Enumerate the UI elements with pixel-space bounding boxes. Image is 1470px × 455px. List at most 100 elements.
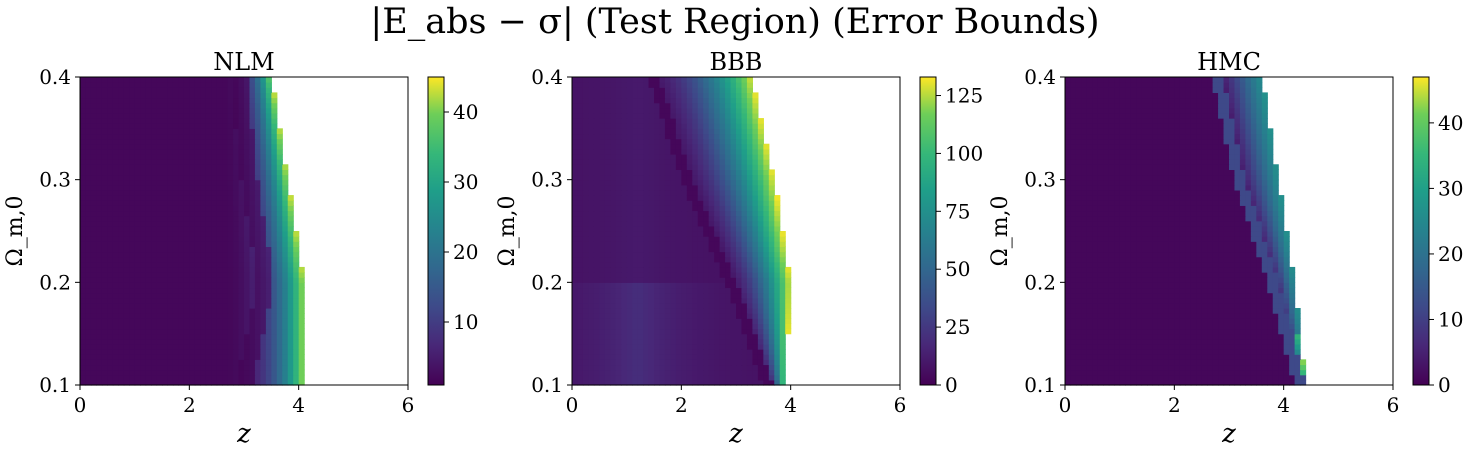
heatmap-cell: [725, 231, 732, 237]
heatmap-cell: [632, 195, 639, 201]
heatmap-cell: [736, 128, 743, 135]
heatmap-cell: [703, 133, 710, 140]
heatmap-cell: [183, 277, 190, 283]
heatmap-cell: [222, 220, 229, 227]
heatmap-cell: [140, 200, 147, 206]
heatmap-cell: [200, 123, 207, 129]
heatmap-cell: [697, 282, 704, 289]
heatmap-cell: [140, 164, 147, 170]
heatmap-cell: [752, 236, 759, 242]
heatmap-cell: [1136, 369, 1143, 376]
heatmap-cell: [582, 272, 589, 278]
heatmap-cell: [697, 87, 704, 93]
heatmap-cell: [101, 261, 108, 268]
heatmap-cell: [610, 338, 617, 345]
heatmap-cell: [599, 215, 606, 222]
heatmap-cell: [648, 338, 655, 345]
heatmap-cell: [249, 159, 256, 165]
heatmap-cell: [287, 266, 294, 273]
heatmap-cell: [1163, 364, 1170, 371]
heatmap-cell: [1207, 359, 1214, 366]
heatmap-cell: [746, 231, 753, 237]
heatmap-cell: [1081, 354, 1088, 360]
heatmap-cell: [287, 338, 294, 345]
heatmap-cell: [101, 112, 108, 119]
heatmap-cell: [626, 215, 633, 222]
heatmap-cell: [708, 97, 715, 104]
heatmap-cell: [632, 308, 639, 314]
heatmap-cell: [205, 292, 212, 299]
heatmap-cell: [659, 287, 666, 294]
heatmap-cell: [293, 246, 300, 253]
heatmap-cell: [692, 164, 699, 170]
heatmap-cell: [708, 102, 715, 109]
heatmap-cell: [730, 195, 737, 201]
heatmap-cell: [216, 148, 223, 155]
heatmap-cell: [719, 369, 726, 376]
heatmap-cell: [637, 102, 644, 109]
heatmap-cell: [238, 323, 245, 330]
heatmap-cell: [599, 210, 606, 217]
heatmap-cell: [610, 225, 617, 232]
heatmap-cell: [719, 261, 726, 268]
heatmap-cell: [741, 302, 748, 309]
heatmap-cell: [697, 220, 704, 227]
heatmap-cell: [238, 246, 245, 253]
heatmap-cell: [265, 159, 272, 165]
heatmap-cell: [697, 215, 704, 222]
heatmap-cell: [577, 354, 584, 360]
heatmap-cell: [621, 231, 628, 237]
heatmap-cell: [582, 282, 589, 289]
heatmap-cell: [134, 128, 141, 135]
heatmap-cell: [96, 184, 103, 191]
heatmap-cell: [654, 133, 661, 140]
heatmap-cell: [145, 123, 152, 129]
heatmap-cell: [1239, 369, 1246, 376]
heatmap-cell: [741, 379, 748, 386]
heatmap-cell: [145, 92, 152, 99]
heatmap-cell: [233, 287, 240, 294]
heatmap-cell: [632, 287, 639, 294]
heatmap-cell: [244, 179, 251, 186]
heatmap-cell: [134, 241, 141, 247]
heatmap-cell: [582, 297, 589, 304]
heatmap-cell: [178, 210, 185, 217]
heatmap-cell: [637, 323, 644, 330]
heatmap-cell: [572, 148, 579, 155]
heatmap-cell: [577, 169, 584, 176]
heatmap-cell: [200, 323, 207, 330]
heatmap-cell: [167, 112, 174, 119]
heatmap-cell: [200, 354, 207, 360]
heatmap-cell: [736, 338, 743, 345]
heatmap-cell: [282, 287, 289, 294]
heatmap-cell: [686, 87, 693, 93]
heatmap-cell: [730, 215, 737, 222]
heatmap-cell: [112, 328, 119, 335]
heatmap-cell: [85, 138, 92, 145]
heatmap-cell: [101, 82, 108, 88]
heatmap-cell: [637, 266, 644, 273]
heatmap-cell: [194, 272, 201, 278]
heatmap-cell: [648, 169, 655, 176]
heatmap-cell: [265, 364, 272, 371]
heatmap-cell: [265, 164, 272, 170]
heatmap-cell: [610, 318, 617, 324]
heatmap-cell: [648, 143, 655, 150]
heatmap-cell: [140, 349, 147, 355]
heatmap-cell: [194, 169, 201, 176]
heatmap-cell: [183, 220, 190, 227]
heatmap-cell: [216, 256, 223, 263]
heatmap-cell: [162, 282, 169, 289]
heatmap-cell: [763, 287, 770, 294]
heatmap-cell: [222, 225, 229, 232]
heatmap-cell: [659, 215, 666, 222]
heatmap-cell: [588, 308, 595, 314]
heatmap-cell: [249, 154, 256, 160]
heatmap-cell: [1157, 374, 1164, 381]
heatmap-cell: [1179, 343, 1186, 350]
heatmap-cell: [156, 159, 163, 165]
heatmap-cell: [1234, 349, 1241, 355]
heatmap-cell: [265, 205, 272, 212]
heatmap-cell: [708, 287, 715, 294]
heatmap-cell: [145, 205, 152, 212]
